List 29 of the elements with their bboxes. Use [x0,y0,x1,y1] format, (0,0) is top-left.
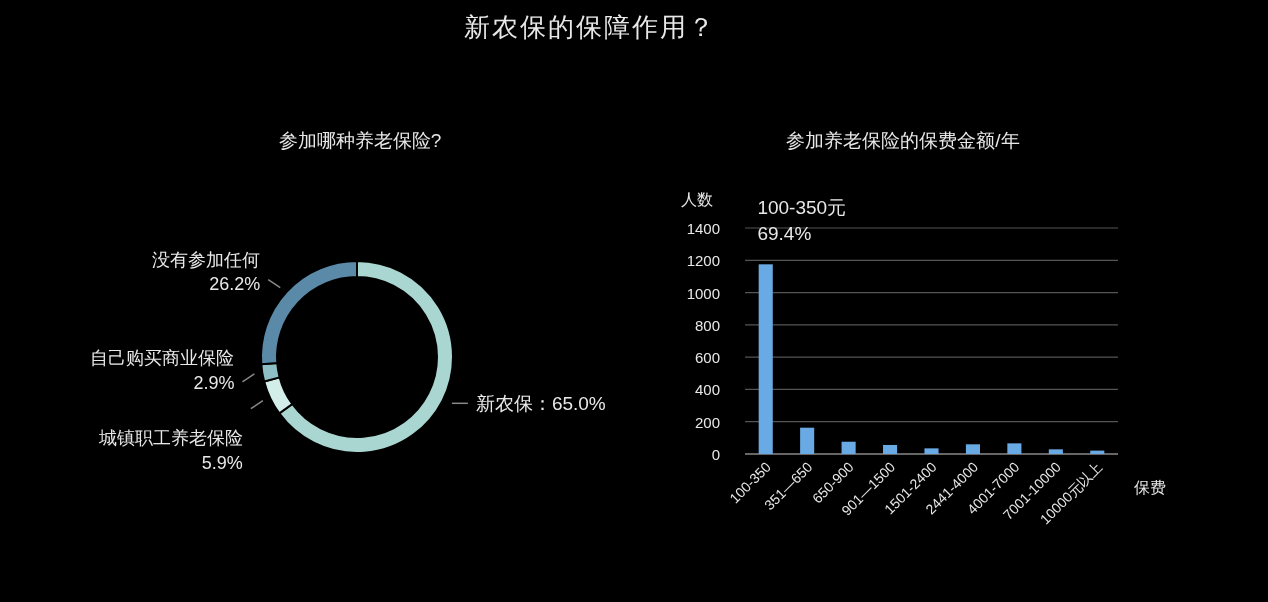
x-axis-title: 保费 [1134,479,1166,496]
data-label: 26.2% [209,274,261,295]
bar [1048,449,1063,454]
bar [883,444,898,454]
bar [965,444,980,454]
y-tick-label: 200 [694,413,720,431]
annotation: 100-350元 69.4% [757,197,847,244]
bar [924,448,939,454]
bar [1007,443,1022,454]
y-tick-label: 400 [694,381,720,399]
slice-label: 城镇职工养老保险 [97,428,243,449]
bar [800,427,815,454]
slice-label: 新农保：65.0% [475,393,606,415]
data-label: 2.9% [193,372,235,393]
y-tick-label: 800 [694,316,720,334]
data-label: 5.9% [201,452,243,473]
chart-subtitle: 参加哪种养老保险? [278,130,442,151]
bar [841,441,856,454]
slice-label: 自己购买商业保险 [90,348,235,369]
y-tick-label: 1000 [686,284,720,302]
y-tick-label: 0 [711,446,720,463]
y-tick-label: 1400 [686,220,720,237]
y-axis-title: 人数 [681,191,713,208]
chart-title: 新农保的保障作用？ [464,12,716,42]
chart-title: 参加养老保险的保费金额/年 [786,130,1020,151]
y-tick-label: 600 [694,349,720,367]
slice-label: 没有参加任何 [152,250,261,271]
bar [758,264,773,454]
y-tick-label: 1200 [686,252,720,270]
